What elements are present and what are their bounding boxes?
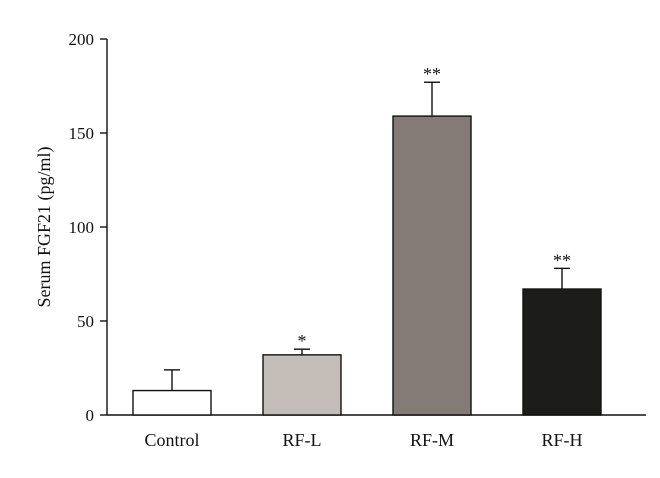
y-tick-label: 150: [69, 124, 95, 143]
significance-marker: **: [423, 64, 441, 84]
y-tick-label: 50: [77, 312, 94, 331]
bar-rf-h: [522, 288, 602, 416]
y-axis-title: Serum FGF21 (pg/ml): [34, 146, 55, 307]
y-tick-label: 200: [69, 30, 95, 49]
bar-control: [132, 389, 212, 416]
y-tick-label: 100: [69, 218, 95, 237]
bar-rf-l: [262, 354, 342, 416]
x-category-label: RF-L: [282, 430, 321, 450]
x-category-label: RF-M: [410, 430, 454, 450]
x-category-label: Control: [144, 430, 199, 450]
y-tick-label: 0: [86, 406, 95, 425]
bar-rf-m: [392, 115, 472, 416]
x-category-label: RF-H: [541, 430, 582, 450]
significance-marker: *: [298, 331, 307, 351]
significance-marker: **: [553, 250, 571, 270]
